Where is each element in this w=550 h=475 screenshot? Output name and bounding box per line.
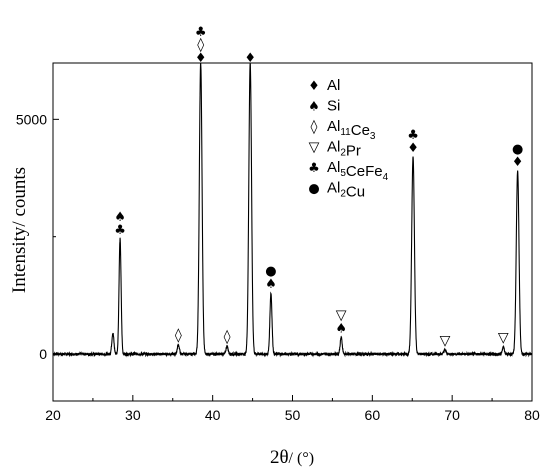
diamond-outline-icon: ◊	[311, 119, 318, 135]
peak-marker-symbol: ▽	[336, 308, 347, 324]
legend-label: Al2Cu	[327, 180, 365, 201]
x-tick-label: 40	[205, 407, 221, 423]
dot-filled-icon: ●	[308, 182, 319, 197]
peak-marker-symbol: ♠	[335, 322, 347, 337]
peak-marker-symbol: ◊	[197, 37, 204, 53]
legend-label: Si	[327, 98, 340, 115]
peak-marker-symbol: ▽	[440, 333, 451, 349]
peak-marker-symbol: ♣	[195, 25, 207, 40]
x-tick-label: 80	[524, 407, 540, 423]
x-tick-label: 50	[285, 407, 301, 423]
legend-item: ♣ Al5CeFe4	[308, 159, 388, 183]
triangle-down-outline-icon: ▽	[309, 140, 320, 156]
y-tick-label: 5000	[16, 111, 47, 127]
peak-marker-symbol: ♣	[407, 128, 419, 143]
legend-item: ▽ Al2Pr	[309, 139, 361, 160]
legend-item: ♦ Al	[308, 77, 340, 94]
x-tick-label: 70	[444, 407, 460, 423]
peak-marker-symbol: ◊	[224, 329, 231, 345]
peak-marker-symbol: ●	[265, 264, 276, 279]
y-axis-label: Intensity/ counts	[9, 167, 30, 293]
peak-marker-symbol: ♦	[244, 51, 256, 66]
x-axis-label: 2θ/ (°)	[270, 447, 314, 468]
legend-item: ◊ Al11Ce3	[311, 118, 376, 142]
legend-label: Al	[327, 77, 340, 94]
peak-marker-symbol: ♦	[512, 155, 524, 170]
club-icon: ♣	[308, 161, 320, 176]
legend-label: Al2Pr	[327, 139, 361, 160]
peak-marker-symbol: ●	[512, 142, 523, 157]
peak-marker-symbol: ♦	[407, 141, 419, 156]
x-tick-label: 30	[125, 407, 141, 423]
x-tick-label: 20	[45, 407, 61, 423]
legend-item: ● Al2Cu	[308, 180, 365, 201]
legend-label: Al11Ce3	[327, 118, 376, 142]
xrd-pattern-line	[53, 63, 532, 358]
peak-marker-symbol: ♣	[114, 223, 126, 238]
peak-marker-symbol: ♦	[195, 51, 207, 66]
legend-item: ♠ Si	[308, 98, 340, 115]
spade-icon: ♠	[308, 100, 320, 115]
x-tick-label: 60	[365, 407, 381, 423]
peak-marker-symbol: ◊	[175, 328, 182, 344]
diamond-filled-icon: ♦	[308, 79, 320, 94]
legend-label: Al5CeFe4	[327, 159, 389, 183]
peak-marker-symbol: ▽	[498, 330, 509, 346]
y-tick-label: 0	[39, 346, 47, 362]
peak-marker-symbol: ♠	[114, 210, 126, 225]
peak-marker-symbol: ♠	[265, 277, 277, 292]
